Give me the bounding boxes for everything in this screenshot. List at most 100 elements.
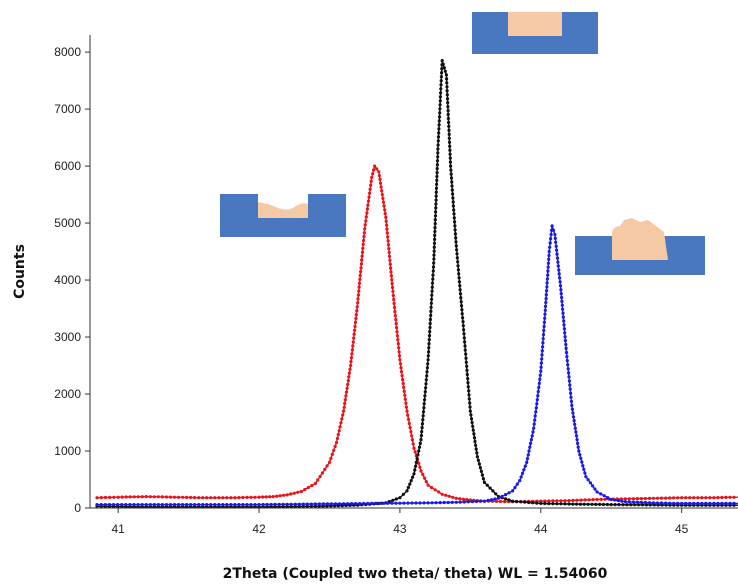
series-point [446,112,450,117]
series-point [427,346,431,350]
series-point [427,342,431,346]
series-point [426,362,430,366]
series-point [407,421,411,426]
series-point [136,495,140,499]
series-point [467,389,471,393]
series-point [201,503,205,507]
series-point [481,477,485,481]
series-point [355,305,359,309]
series-point [696,501,700,505]
series-point [432,241,437,245]
series-point [421,418,425,422]
series-point [442,66,446,70]
series-point [423,390,427,394]
series-point [372,168,376,172]
series-point [132,503,136,507]
series-point [382,204,386,208]
series-point [330,452,334,456]
series-point [557,268,561,272]
series-point [567,375,571,379]
series-point [538,373,542,377]
series-point [609,503,613,507]
series-point [434,206,438,210]
series-point [197,503,201,507]
series-point [385,223,389,227]
series-point [579,456,583,460]
series-point [418,501,422,505]
series-point [469,413,473,417]
x-tick-label: 44 [534,522,548,536]
series-point [370,501,374,505]
series-point [437,123,441,127]
series-point [181,503,185,507]
series-point [547,257,551,261]
series-point [313,502,317,506]
series-point [712,501,716,505]
series-point [385,231,389,235]
series-point [449,172,453,176]
series-point [623,500,627,504]
series-point [534,406,538,410]
series-point [404,401,408,405]
y-tick-label: 4000 [54,273,81,287]
series-point [584,475,588,479]
series-point [361,246,365,250]
inset-deposit [258,202,308,218]
series-point [478,499,482,503]
series-point [168,503,173,507]
series-point [237,496,241,500]
series-point [431,277,435,281]
series-layer [95,59,738,509]
series-point [486,498,490,502]
series-point [529,438,534,442]
series-point [390,285,395,290]
series-point [566,363,570,367]
series-point [447,120,451,125]
series-point [700,496,704,500]
series-point [398,501,402,505]
series-point [627,500,631,504]
inset-substrate [220,194,346,237]
series-point [435,171,439,175]
series-point [428,325,432,330]
series-point [318,474,322,479]
series-point [553,236,557,240]
series-point [128,503,132,507]
series-point [583,498,587,502]
series-point [362,235,366,239]
series-point [413,450,417,454]
series-point [388,258,392,262]
series-point [647,496,652,500]
y-tick-label: 8000 [54,45,81,59]
series-point [334,440,339,445]
series-point [435,167,439,171]
series-point [555,502,559,506]
series-point [567,499,571,503]
series-point [544,297,548,301]
series-point [527,449,531,453]
series-point [452,212,456,216]
series-point [539,361,544,365]
series-point [704,496,708,500]
series-point [493,497,497,501]
series-point [365,211,369,215]
inset-deposit [508,12,562,36]
series-point [430,293,434,297]
series-point [467,397,471,401]
series-point [504,497,508,501]
series-point [435,182,439,186]
series-point [540,349,544,353]
series-point [468,405,472,409]
series-point [538,377,542,381]
series-point [545,281,549,285]
series-point [352,332,356,336]
series-point [688,501,692,505]
series-point [99,496,103,500]
series-point [456,264,460,268]
series-point [426,358,430,362]
series-point [609,497,613,502]
series-point [325,464,329,468]
series-point [561,315,565,319]
series-point [447,136,451,140]
series-point [472,432,476,436]
